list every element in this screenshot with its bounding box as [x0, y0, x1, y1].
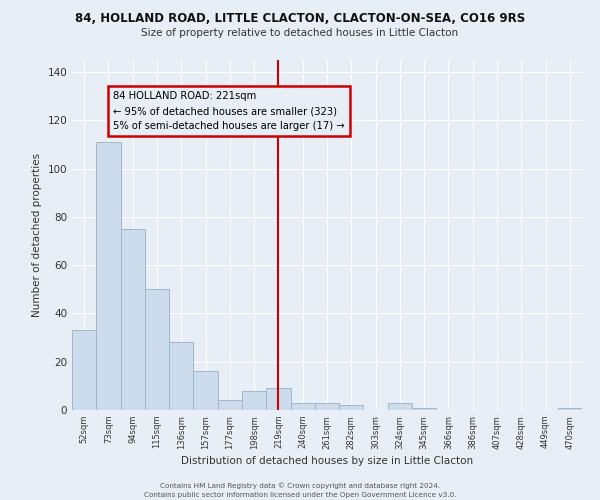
Text: 84 HOLLAND ROAD: 221sqm
← 95% of detached houses are smaller (323)
5% of semi-de: 84 HOLLAND ROAD: 221sqm ← 95% of detache…	[113, 92, 345, 131]
Bar	[121, 229, 145, 410]
Bar	[339, 405, 364, 410]
Bar	[242, 390, 266, 410]
Bar	[388, 403, 412, 410]
Text: Contains HM Land Registry data © Crown copyright and database right 2024.: Contains HM Land Registry data © Crown c…	[160, 482, 440, 489]
Text: 84, HOLLAND ROAD, LITTLE CLACTON, CLACTON-ON-SEA, CO16 9RS: 84, HOLLAND ROAD, LITTLE CLACTON, CLACTO…	[75, 12, 525, 26]
Bar	[290, 403, 315, 410]
Bar	[266, 388, 290, 410]
Y-axis label: Number of detached properties: Number of detached properties	[32, 153, 42, 317]
Bar	[96, 142, 121, 410]
Text: Size of property relative to detached houses in Little Clacton: Size of property relative to detached ho…	[142, 28, 458, 38]
Bar	[315, 403, 339, 410]
Bar	[193, 372, 218, 410]
X-axis label: Distribution of detached houses by size in Little Clacton: Distribution of detached houses by size …	[181, 456, 473, 466]
Bar	[72, 330, 96, 410]
Bar	[558, 408, 582, 410]
Bar	[412, 408, 436, 410]
Bar	[169, 342, 193, 410]
Bar	[218, 400, 242, 410]
Bar	[145, 290, 169, 410]
Text: Contains public sector information licensed under the Open Government Licence v3: Contains public sector information licen…	[144, 492, 456, 498]
